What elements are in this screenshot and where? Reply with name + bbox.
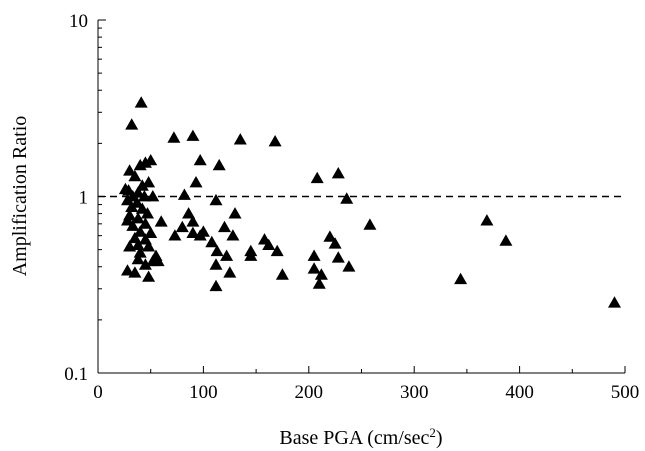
data-point-triangle [186, 215, 200, 227]
x-tick-label: 400 [505, 382, 534, 403]
data-point-triangle [342, 260, 356, 272]
data-point-triangle [212, 158, 226, 171]
data-point-triangle [142, 240, 156, 252]
data-point-triangle [363, 218, 377, 230]
data-point-triangle [141, 207, 154, 219]
data-point-triangle [226, 229, 240, 241]
data-point-triangle [126, 219, 140, 231]
data-point-triangle [268, 135, 282, 147]
data-point-triangle [121, 264, 134, 276]
data-point-triangle [209, 279, 223, 292]
y-tick-label: 10 [69, 11, 88, 32]
data-point-triangle [133, 225, 147, 237]
x-ticks: 0 100 200 300 400 500 [93, 366, 639, 403]
data-point-triangle [128, 266, 142, 278]
data-point-triangle [307, 249, 321, 261]
y-tick-label: 0.1 [64, 364, 88, 385]
data-point-triangle [228, 207, 242, 219]
data-point-triangle [196, 225, 210, 237]
data-point-triangle [131, 252, 145, 265]
x-tick-label: 200 [295, 382, 324, 403]
data-point-triangle [233, 133, 247, 145]
data-point-triangle [138, 258, 152, 270]
x-axis-title-text: Base PGA (cm/sec [279, 427, 429, 449]
data-point-triangle [146, 190, 160, 202]
data-point-triangle [310, 171, 324, 184]
data-point-triangle [154, 215, 168, 227]
data-point-triangle [133, 158, 147, 171]
data-point-triangle [142, 270, 156, 282]
data-point-triangle [142, 176, 156, 188]
x-tick-label: 100 [189, 382, 218, 403]
data-point-triangle [312, 277, 326, 289]
data-point-triangle [144, 226, 158, 238]
data-point-triangle [123, 164, 137, 176]
data-point-triangle [189, 176, 203, 188]
data-point-triangle [499, 234, 513, 246]
data-point-triangle [137, 190, 151, 202]
data-point-triangle [182, 207, 196, 219]
data-point-triangle [168, 229, 182, 241]
data-point-triangle [193, 154, 207, 166]
data-point-triangle [328, 237, 342, 249]
data-point-triangle [210, 244, 224, 257]
data-point-triangle [223, 266, 237, 278]
data-point-triangle [177, 188, 191, 200]
data-point-triangle [123, 240, 137, 252]
data-point-triangle [209, 193, 223, 206]
data-point-triangle [205, 235, 219, 248]
data-point-triangle [307, 262, 321, 274]
data-point-triangle [186, 226, 200, 238]
x-tick-label: 500 [611, 382, 640, 403]
data-point-triangle [270, 244, 284, 257]
data-point-triangle [331, 251, 345, 263]
data-point-triangle [480, 214, 494, 226]
data-point-triangle [131, 186, 145, 198]
data-point-triangle [131, 212, 145, 224]
data-point-triangle [608, 296, 621, 308]
data-point-triangle [135, 179, 149, 191]
data-point-triangle [167, 131, 181, 143]
data-point-triangle [323, 230, 337, 242]
x-axis-title-superscript: 2 [429, 425, 436, 440]
x-axis-title: Base PGA (cm/sec2) [279, 425, 442, 449]
data-point-triangle [314, 268, 328, 280]
y-axis-title: Amplification Ratio [9, 116, 31, 277]
data-point-triangle [220, 249, 234, 261]
data-point-triangle [175, 220, 189, 233]
data-points [118, 96, 621, 308]
data-point-triangle [134, 96, 148, 108]
data-point-triangle [275, 268, 289, 280]
x-tick-label: 300 [400, 382, 429, 403]
data-point-triangle [131, 238, 145, 250]
x-tick-label: 0 [93, 382, 103, 403]
data-point-triangle [262, 238, 276, 250]
data-point-triangle [125, 118, 139, 130]
data-point-triangle [133, 246, 147, 258]
data-point-triangle [209, 258, 223, 270]
data-point-triangle [128, 169, 142, 182]
data-point-triangle [125, 200, 139, 212]
data-point-triangle [244, 249, 258, 261]
data-point-triangle [186, 129, 200, 141]
data-point-triangle [331, 167, 345, 179]
data-point-triangle [340, 192, 354, 204]
data-point-triangle [138, 217, 152, 229]
data-point-triangle [218, 220, 231, 233]
data-point-triangle [151, 254, 165, 267]
data-point-triangle [121, 214, 134, 226]
y-ticks: 0.1 1 10 [64, 11, 106, 385]
x-axis-title-suffix: ) [436, 427, 443, 449]
data-point-triangle [454, 272, 468, 285]
y-tick-label: 1 [79, 188, 89, 209]
